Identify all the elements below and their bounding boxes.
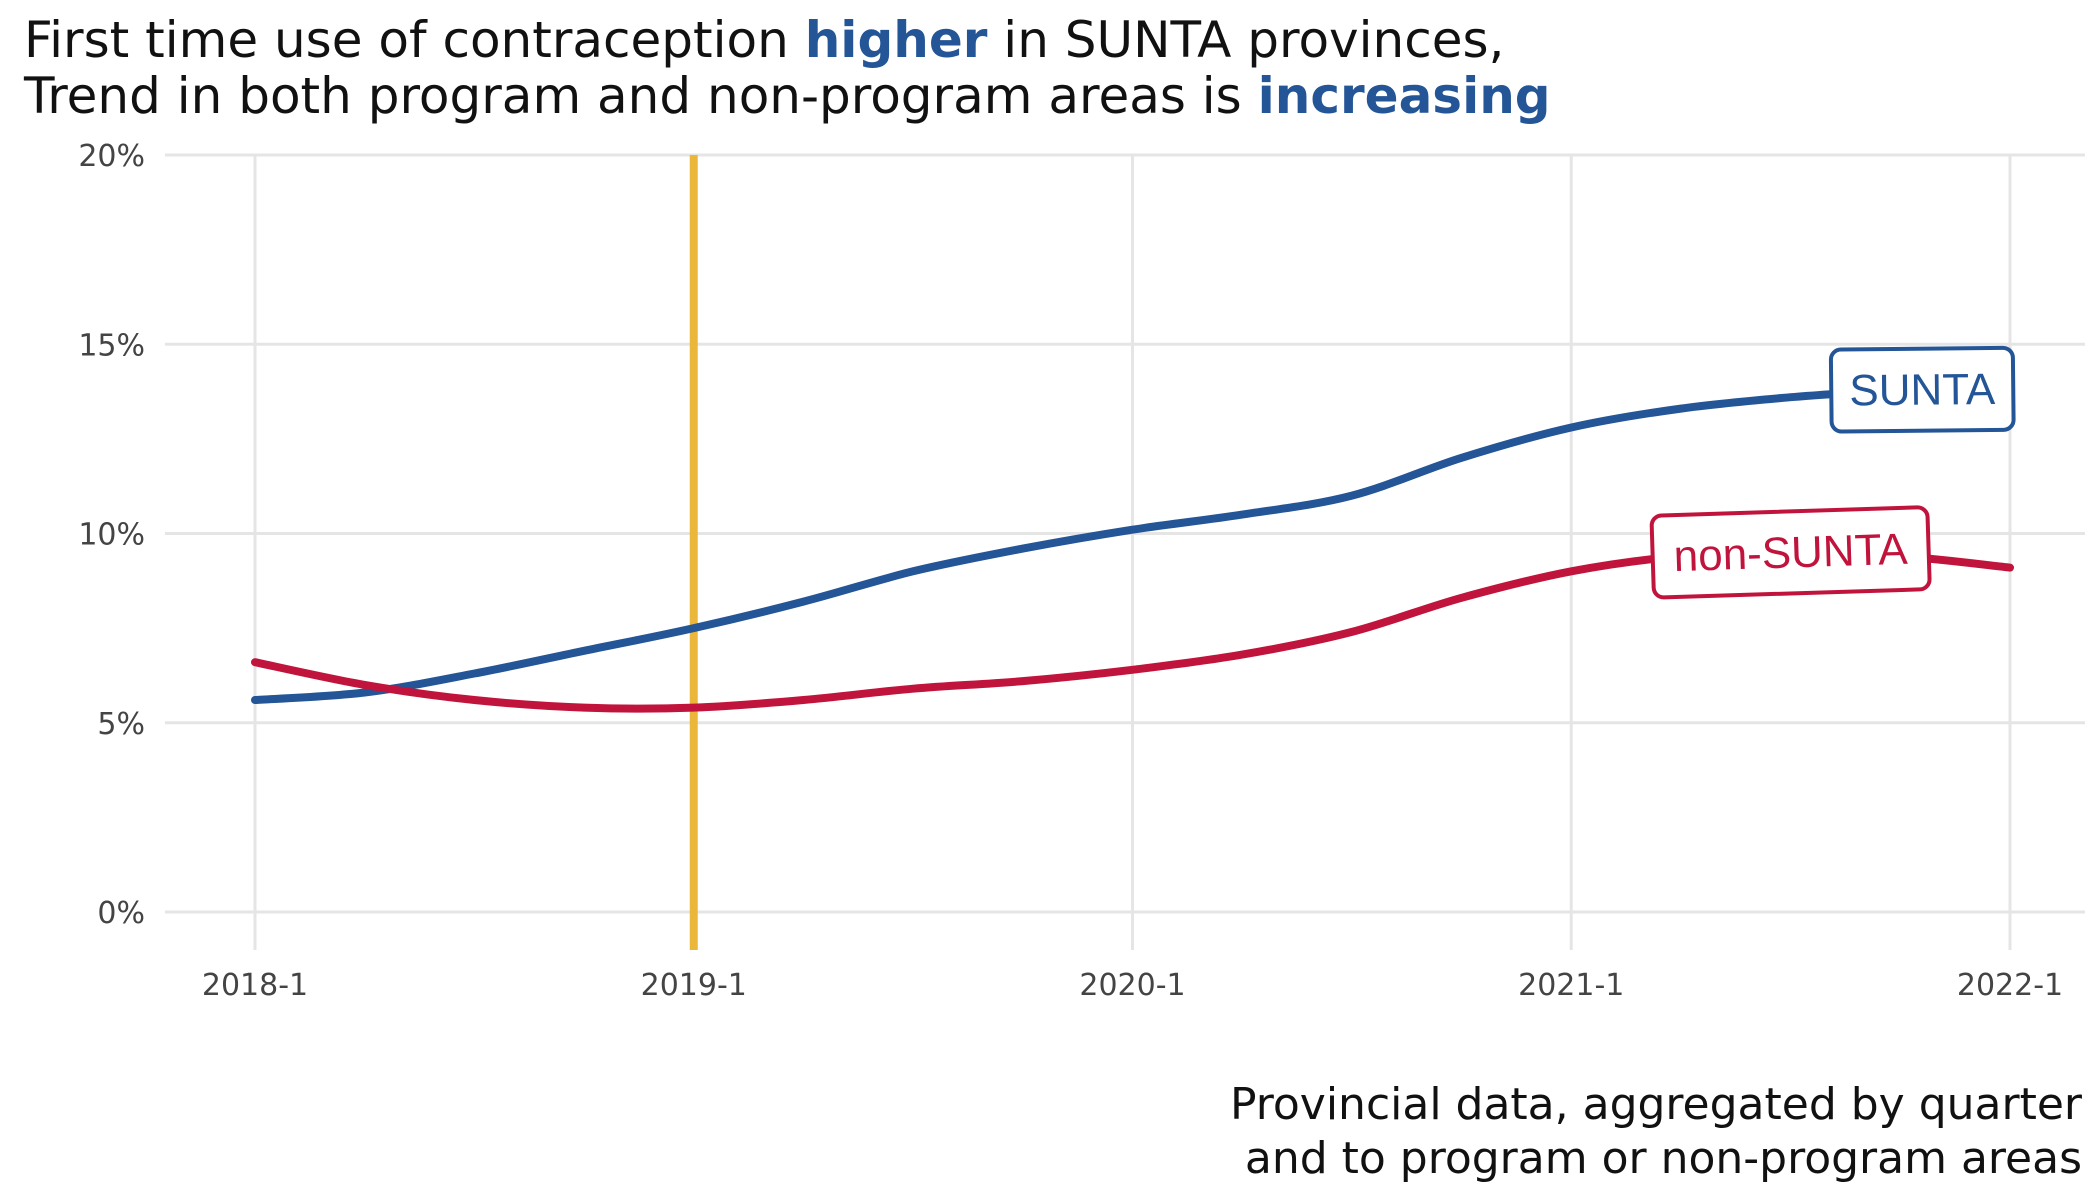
y-tick-label: 5% — [97, 707, 145, 742]
chart-title: First time use of contraception higher i… — [24, 12, 1551, 124]
title-line-1-segment-0: First time use of contraception — [24, 11, 805, 69]
x-tick-label: 2018-1 — [202, 968, 308, 1003]
label-text: non-SUNTA — [1673, 525, 1909, 581]
y-tick-label: 20% — [78, 139, 145, 174]
y-tick-label: 0% — [97, 896, 145, 931]
x-axis-ticks: 2018-1 2019-1 2020-1 2021-1 2022-1 — [202, 968, 2063, 1003]
label-box — [1828, 345, 2016, 434]
series-label-sunta: SUNTA — [1828, 345, 2016, 434]
title-line-1: First time use of contraception higher i… — [24, 12, 1551, 68]
x-tick-label: 2019-1 — [641, 968, 747, 1003]
label-text: SUNTA — [1849, 365, 1996, 416]
chart-caption: Provincial data, aggregated by quarter a… — [1230, 1078, 2082, 1186]
y-tick-label: 15% — [78, 328, 145, 363]
title-line-2-segment-1-highlight: increasing — [1257, 67, 1551, 125]
title-line-1-segment-2: in SUNTA provinces, — [987, 11, 1505, 69]
title-line-1-segment-1-highlight: higher — [804, 11, 988, 69]
series-line-sunta — [251, 385, 1905, 704]
x-tick-label: 2022-1 — [1957, 968, 2063, 1003]
label-box — [1649, 505, 1932, 600]
x-tick-label: 2020-1 — [1079, 968, 1185, 1003]
series-labels: SUNTA non-SUNTA — [1649, 345, 2016, 600]
line-chart: SUNTA non-SUNTA 0% 5% 10% 15% 20% 2018-1 2019-… — [78, 139, 2085, 1003]
caption-line-2: and to program or non-program areas — [1244, 1133, 2082, 1184]
y-axis-ticks: 0% 5% 10% 15% 20% — [78, 139, 145, 931]
x-tick-label: 2021-1 — [1518, 968, 1624, 1003]
caption-line-1: Provincial data, aggregated by quarter — [1229, 1079, 2082, 1130]
y-tick-label: 10% — [78, 518, 145, 553]
series-label-non-sunta: non-SUNTA — [1649, 505, 1932, 600]
title-line-2-segment-0: Trend in both program and non-program ar… — [24, 67, 1258, 125]
title-line-2: Trend in both program and non-program ar… — [24, 68, 1551, 124]
